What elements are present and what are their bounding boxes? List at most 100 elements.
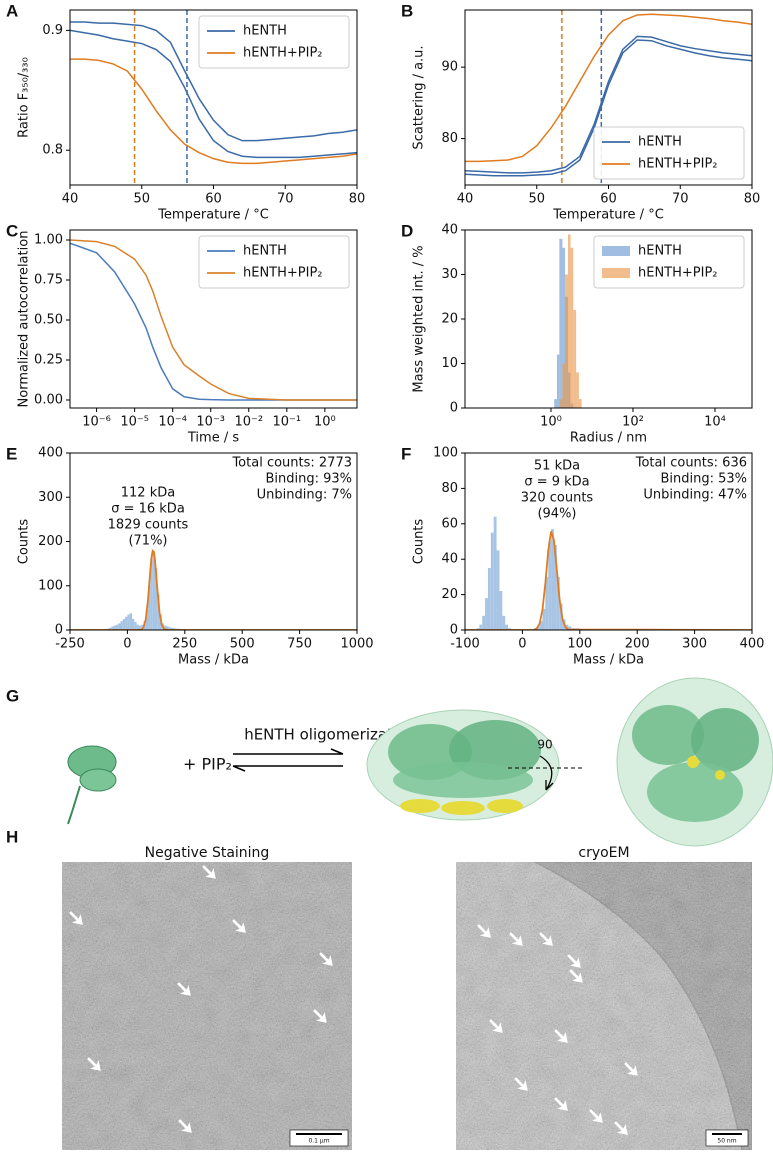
y-tick-label: 0 [55,623,63,638]
legend-box [593,235,745,289]
x-tick-label: 10⁻³ [196,415,225,430]
y-tick-label: 400 [38,446,63,461]
x-axis-label: Temperature / °C [157,208,269,223]
lipid [687,756,699,768]
histogram-bar [136,624,139,630]
peak-annotation: σ = 16 kDa [111,502,185,517]
peak-annotation: σ = 9 kDa [524,475,589,490]
y-axis-label: Ratio F₃₅₀/₃₃₀ [17,57,32,138]
lipid [487,799,523,813]
histogram-bar [576,372,579,408]
y-tick-label: 0 [450,623,458,638]
peak-annotation: 112 kDa [121,486,175,501]
protein-ribbon [79,768,117,792]
micrograph [456,862,752,1150]
panel-label: B [401,1,413,20]
lipid [400,799,440,813]
x-tick-label: -100 [450,637,480,652]
panel-label: D [401,221,413,240]
histogram-bar [556,354,560,408]
histogram-bar [118,623,121,630]
histogram-bar [539,621,543,630]
x-axis-label: Mass / kDa [178,653,249,668]
histogram-bar [115,624,119,630]
y-tick-label: 60 [441,516,458,531]
histogram-bar [553,545,557,630]
panel-label: H [6,827,18,846]
panel-label: C [6,221,18,240]
histogram-bar [496,550,500,630]
x-tick-label: 1000 [340,637,373,652]
x-tick-label: 70 [672,192,689,207]
image-grain [62,862,352,1150]
histogram-bar [559,603,563,630]
panel-label: G [6,686,19,705]
histogram-bar [138,625,142,630]
histogram-bar [154,568,158,630]
y-tick-label: 80 [441,481,458,496]
histogram-bar [570,247,574,408]
image-grain [456,862,752,1150]
plot-area [554,234,582,408]
legend-box [198,235,350,289]
histogram-bar [122,618,126,630]
panel-label: F [401,444,411,463]
x-axis-label: Temperature / °C [552,208,664,223]
lipid [441,801,485,815]
protein-ribbon [632,705,704,765]
axes-frame [464,452,753,631]
y-tick-label: 0.00 [34,393,63,408]
legend-label: hENTH [243,24,287,39]
x-tick-label: 10⁻⁴ [158,415,187,430]
x-axis-label: Mass / kDa [573,653,644,668]
data-line [70,21,357,142]
data-line [70,239,357,401]
x-tick-label: 40 [62,192,79,207]
x-tick-label: 250 [172,637,197,652]
data-line [70,29,357,159]
histogram-bar [148,585,151,630]
x-tick-label: 100 [567,637,592,652]
histogram-bar [545,576,549,630]
histogram-bar [542,608,546,630]
x-tick-label: 200 [625,637,650,652]
x-tick-label: 10⁻¹ [272,415,301,430]
histogram-bar [145,610,149,630]
histogram-bar [150,559,153,630]
plot-area [70,10,357,185]
legend-label: hENTH+PIP₂ [243,266,323,281]
protein-ribbon [647,762,743,822]
x-tick-label: 10⁰ [540,415,562,430]
y-tick-label: 90 [441,60,458,75]
data-line [70,58,357,165]
y-tick-label: 0.50 [34,313,63,328]
legend-box [198,15,350,69]
y-axis-label: Counts [412,519,427,565]
data-line [465,35,752,174]
histogram-bar [565,274,568,408]
legend-box [593,126,745,180]
histogram-bar [573,310,577,408]
forward-arrow [233,748,344,755]
x-tick-label: 50 [528,192,545,207]
y-tick-label: 20 [441,312,458,327]
histogram-bar [562,247,566,408]
histogram-bar [164,625,167,630]
x-tick-label: 10⁻⁶ [82,415,111,430]
stats-annotation: Binding: 53% [660,472,747,487]
y-tick-label: 20 [441,587,458,602]
histogram-bar [568,626,572,630]
histogram-bar [551,529,554,630]
x-tick-label: 10⁻⁵ [120,415,149,430]
legend-label: hENTH [638,244,682,259]
x-tick-label: 0 [123,637,131,652]
x-axis-label: Time / s [187,431,239,446]
protein-ribbon [393,762,533,798]
plot-area [465,516,752,630]
histogram-bar [171,627,174,630]
y-axis-label: Counts [17,519,32,565]
y-tick-label: 300 [38,490,63,505]
histogram-bar [168,627,172,630]
rotation-arrow [539,755,554,791]
